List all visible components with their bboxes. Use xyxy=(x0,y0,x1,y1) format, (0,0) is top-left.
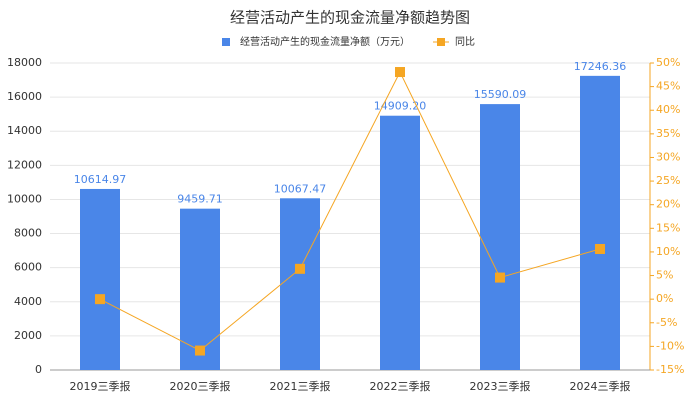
legend-swatch xyxy=(437,38,445,46)
x-tick-label: 2023三季报 xyxy=(470,379,531,393)
y-tick-label: 18000 xyxy=(7,56,42,69)
legend-label: 经营活动产生的现金流量净额（万元） xyxy=(240,35,410,48)
y-tick-label: 8000 xyxy=(14,227,42,240)
y-tick-label: 14000 xyxy=(7,124,42,137)
value-label: 15590.09 xyxy=(474,88,527,101)
bar xyxy=(80,188,120,370)
bar xyxy=(280,198,320,370)
value-label: 17246.36 xyxy=(574,60,627,73)
line-marker xyxy=(395,67,405,78)
y-tick-label: 2000 xyxy=(14,329,42,342)
value-label: 9459.71 xyxy=(177,193,223,206)
y2-tick-label: 50% xyxy=(656,56,680,69)
y2-tick-label: 35% xyxy=(656,127,680,140)
chart-title: 经营活动产生的现金流量净额趋势图 xyxy=(230,9,470,27)
legend-label: 同比 xyxy=(455,36,475,48)
y2-tick-label: 15% xyxy=(656,221,680,234)
line-marker xyxy=(95,294,105,305)
line-marker xyxy=(495,272,505,283)
y-tick-label: 10000 xyxy=(7,192,42,205)
y2-tick-label: 30% xyxy=(656,150,680,163)
y-tick-label: 12000 xyxy=(7,158,42,171)
bar xyxy=(180,208,220,370)
bar xyxy=(580,75,620,370)
y2-tick-label: 25% xyxy=(656,174,680,187)
y-tick-label: 0 xyxy=(35,363,42,376)
y2-tick-label: 45% xyxy=(656,80,680,93)
y-tick-label: 4000 xyxy=(14,295,42,308)
y-tick-label: 6000 xyxy=(14,261,42,274)
y2-tick-label: 20% xyxy=(656,198,680,211)
value-label: 10067.47 xyxy=(274,182,327,195)
y2-tick-label: 40% xyxy=(656,103,680,116)
x-tick-label: 2021三季报 xyxy=(270,379,331,393)
y2-tick-label: -5% xyxy=(656,316,677,329)
x-tick-label: 2024三季报 xyxy=(570,379,631,393)
line-marker xyxy=(295,263,305,274)
y2-tick-label: -15% xyxy=(656,363,684,376)
bar xyxy=(480,104,520,370)
line-marker xyxy=(195,345,205,356)
line-marker xyxy=(595,243,605,254)
value-label: 14909.20 xyxy=(374,100,427,113)
x-tick-label: 2019三季报 xyxy=(70,379,131,393)
line xyxy=(99,70,601,352)
bar xyxy=(380,115,420,371)
y2-tick-label: 0% xyxy=(656,292,673,305)
x-tick-label: 2020三季报 xyxy=(170,379,231,393)
x-tick-label: 2022三季报 xyxy=(370,379,431,393)
legend-swatch xyxy=(222,38,230,46)
y-tick-label: 16000 xyxy=(7,90,42,103)
y2-tick-label: 5% xyxy=(656,269,673,282)
y2-tick-label: 10% xyxy=(656,245,680,258)
y2-tick-label: -10% xyxy=(656,339,684,352)
value-label: 10614.97 xyxy=(74,173,127,186)
